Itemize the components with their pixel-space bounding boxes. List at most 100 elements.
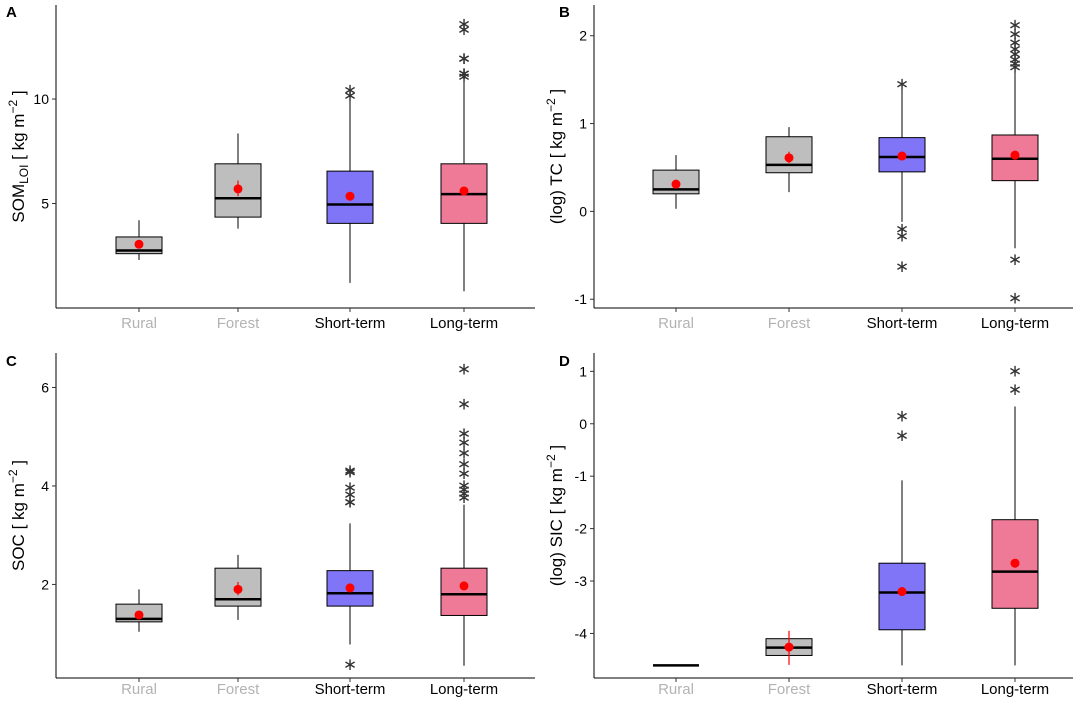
outlier-marker: ∗ xyxy=(457,454,471,474)
box-long-term: ∗∗∗∗∗∗∗∗∗∗∗ xyxy=(440,359,488,666)
outlier-marker: ∗ xyxy=(457,424,471,444)
y-tick-label: 1 xyxy=(579,363,587,379)
mean-point xyxy=(784,153,794,163)
outlier-marker: ∗ xyxy=(1008,54,1022,74)
outlier-marker: ∗ xyxy=(343,463,357,483)
outlier-marker: ∗ xyxy=(343,655,357,675)
outlier-marker: ∗ xyxy=(343,493,357,513)
outlier-marker: ∗ xyxy=(457,464,471,484)
outlier-marker: ∗ xyxy=(457,20,471,40)
outlier-marker: ∗ xyxy=(1008,33,1022,53)
x-category-label: Rural xyxy=(658,315,694,332)
x-category-label: Forest xyxy=(768,315,811,332)
mean-point xyxy=(134,610,144,620)
x-category-label: Rural xyxy=(121,681,157,698)
panel-b: B -1 0 1 2 (log) TC [ kg m−2 ] Rural Forest Shor… xyxy=(544,4,1073,332)
y-axis-label-sup: −2 xyxy=(544,98,558,112)
y-axis-label-unit-open: [ kg m xyxy=(9,114,28,165)
x-category-label: Forest xyxy=(217,315,260,332)
outlier-marker: ∗ xyxy=(895,426,909,446)
outlier-marker: ∗ xyxy=(343,493,357,513)
outlier-marker: ∗ xyxy=(1008,250,1022,270)
x-category-label: Short-term xyxy=(867,315,938,332)
mean-point xyxy=(233,184,243,194)
outlier-marker: ∗ xyxy=(457,49,471,69)
mean-point xyxy=(345,191,355,201)
outlier-marker: ∗ xyxy=(457,444,471,464)
box-body xyxy=(878,562,926,631)
outlier-marker: ∗ xyxy=(457,433,471,453)
y-tick-label: -4 xyxy=(575,625,588,641)
y-tick-label: -3 xyxy=(575,573,588,589)
x-category-label: Short-term xyxy=(315,681,386,698)
y-axis-label-unit-close: ] xyxy=(9,90,28,99)
outlier-marker: ∗ xyxy=(457,488,471,508)
y-tick-label: 10 xyxy=(33,91,49,107)
y-axis-label-sup: −2 xyxy=(6,469,20,483)
mean-point xyxy=(897,587,907,597)
box-body xyxy=(440,567,488,616)
box-rural xyxy=(652,155,700,209)
box-forest xyxy=(214,554,262,620)
y-tick-label: -2 xyxy=(575,521,588,537)
mean-point xyxy=(233,584,243,594)
outlier-marker: ∗ xyxy=(457,64,471,84)
outlier-marker: ∗ xyxy=(1008,50,1022,70)
box-short-term: ∗∗∗∗∗∗∗ xyxy=(326,461,374,675)
x-category-label: Long-term xyxy=(981,315,1049,332)
outlier-marker: ∗ xyxy=(457,484,471,504)
mean-point xyxy=(1010,558,1020,568)
x-category-label: Forest xyxy=(217,681,260,698)
mean-point xyxy=(897,151,907,161)
x-category-label: Long-term xyxy=(430,681,498,698)
outlier-marker: ∗ xyxy=(457,480,471,500)
y-axis-label-main: (log) SIC xyxy=(547,519,566,586)
outlier-marker: ∗ xyxy=(343,81,357,101)
outlier-marker: ∗ xyxy=(1008,16,1022,36)
outlier-marker: ∗ xyxy=(343,86,357,106)
x-category-label: Long-term xyxy=(430,315,498,332)
mean-point xyxy=(345,583,355,593)
y-tick-label: 2 xyxy=(579,28,587,44)
x-category-label: Short-term xyxy=(315,315,386,332)
box-long-term: ∗∗∗∗∗∗∗∗∗∗ xyxy=(991,16,1039,309)
panel-d: D -4 -3 -2 -1 0 1 (log) SIC [ kg m−2 ] Rural Fore… xyxy=(544,353,1073,698)
box-forest xyxy=(214,133,262,229)
y-axis-label-unit-open: [ kg m xyxy=(547,112,566,163)
outlier-marker: ∗ xyxy=(343,478,357,498)
box-forest xyxy=(765,630,813,665)
mean-point xyxy=(459,581,469,591)
y-axis-label-unit-open: [ kg m xyxy=(547,468,566,519)
y-tick-label: 0 xyxy=(579,416,587,432)
outlier-marker: ∗ xyxy=(457,64,471,84)
y-axis-label-unit-close: ] xyxy=(547,445,566,454)
x-category-label: Rural xyxy=(658,681,694,698)
panel-letter: B xyxy=(559,4,570,21)
outlier-marker: ∗ xyxy=(343,485,357,505)
outlier-marker: ∗ xyxy=(895,406,909,426)
outlier-marker: ∗ xyxy=(1008,380,1022,400)
mean-point xyxy=(134,239,144,249)
y-tick-label: 5 xyxy=(41,196,49,212)
outlier-marker: ∗ xyxy=(895,74,909,94)
outlier-marker: ∗ xyxy=(895,226,909,246)
outlier-marker: ∗ xyxy=(1008,24,1022,44)
y-tick-label: 2 xyxy=(41,576,49,592)
outlier-marker: ∗ xyxy=(457,394,471,414)
y-axis-label: SOC [ kg m−2 ] xyxy=(6,460,28,571)
x-category-label: Long-term xyxy=(981,681,1049,698)
mean-point xyxy=(459,186,469,196)
y-axis-label-unit-open: [ kg m xyxy=(9,483,28,534)
box-short-term: ∗∗ xyxy=(326,81,374,283)
y-tick-label: 4 xyxy=(41,478,49,494)
y-axis-label-main: (log) TC xyxy=(547,163,566,224)
box-rural xyxy=(115,220,163,260)
mean-point xyxy=(671,179,681,189)
outlier-marker: ∗ xyxy=(457,476,471,496)
outlier-marker: ∗ xyxy=(1008,289,1022,309)
y-axis-label-main: SOM xyxy=(9,184,28,223)
outlier-marker: ∗ xyxy=(457,359,471,379)
mean-point xyxy=(1010,150,1020,160)
